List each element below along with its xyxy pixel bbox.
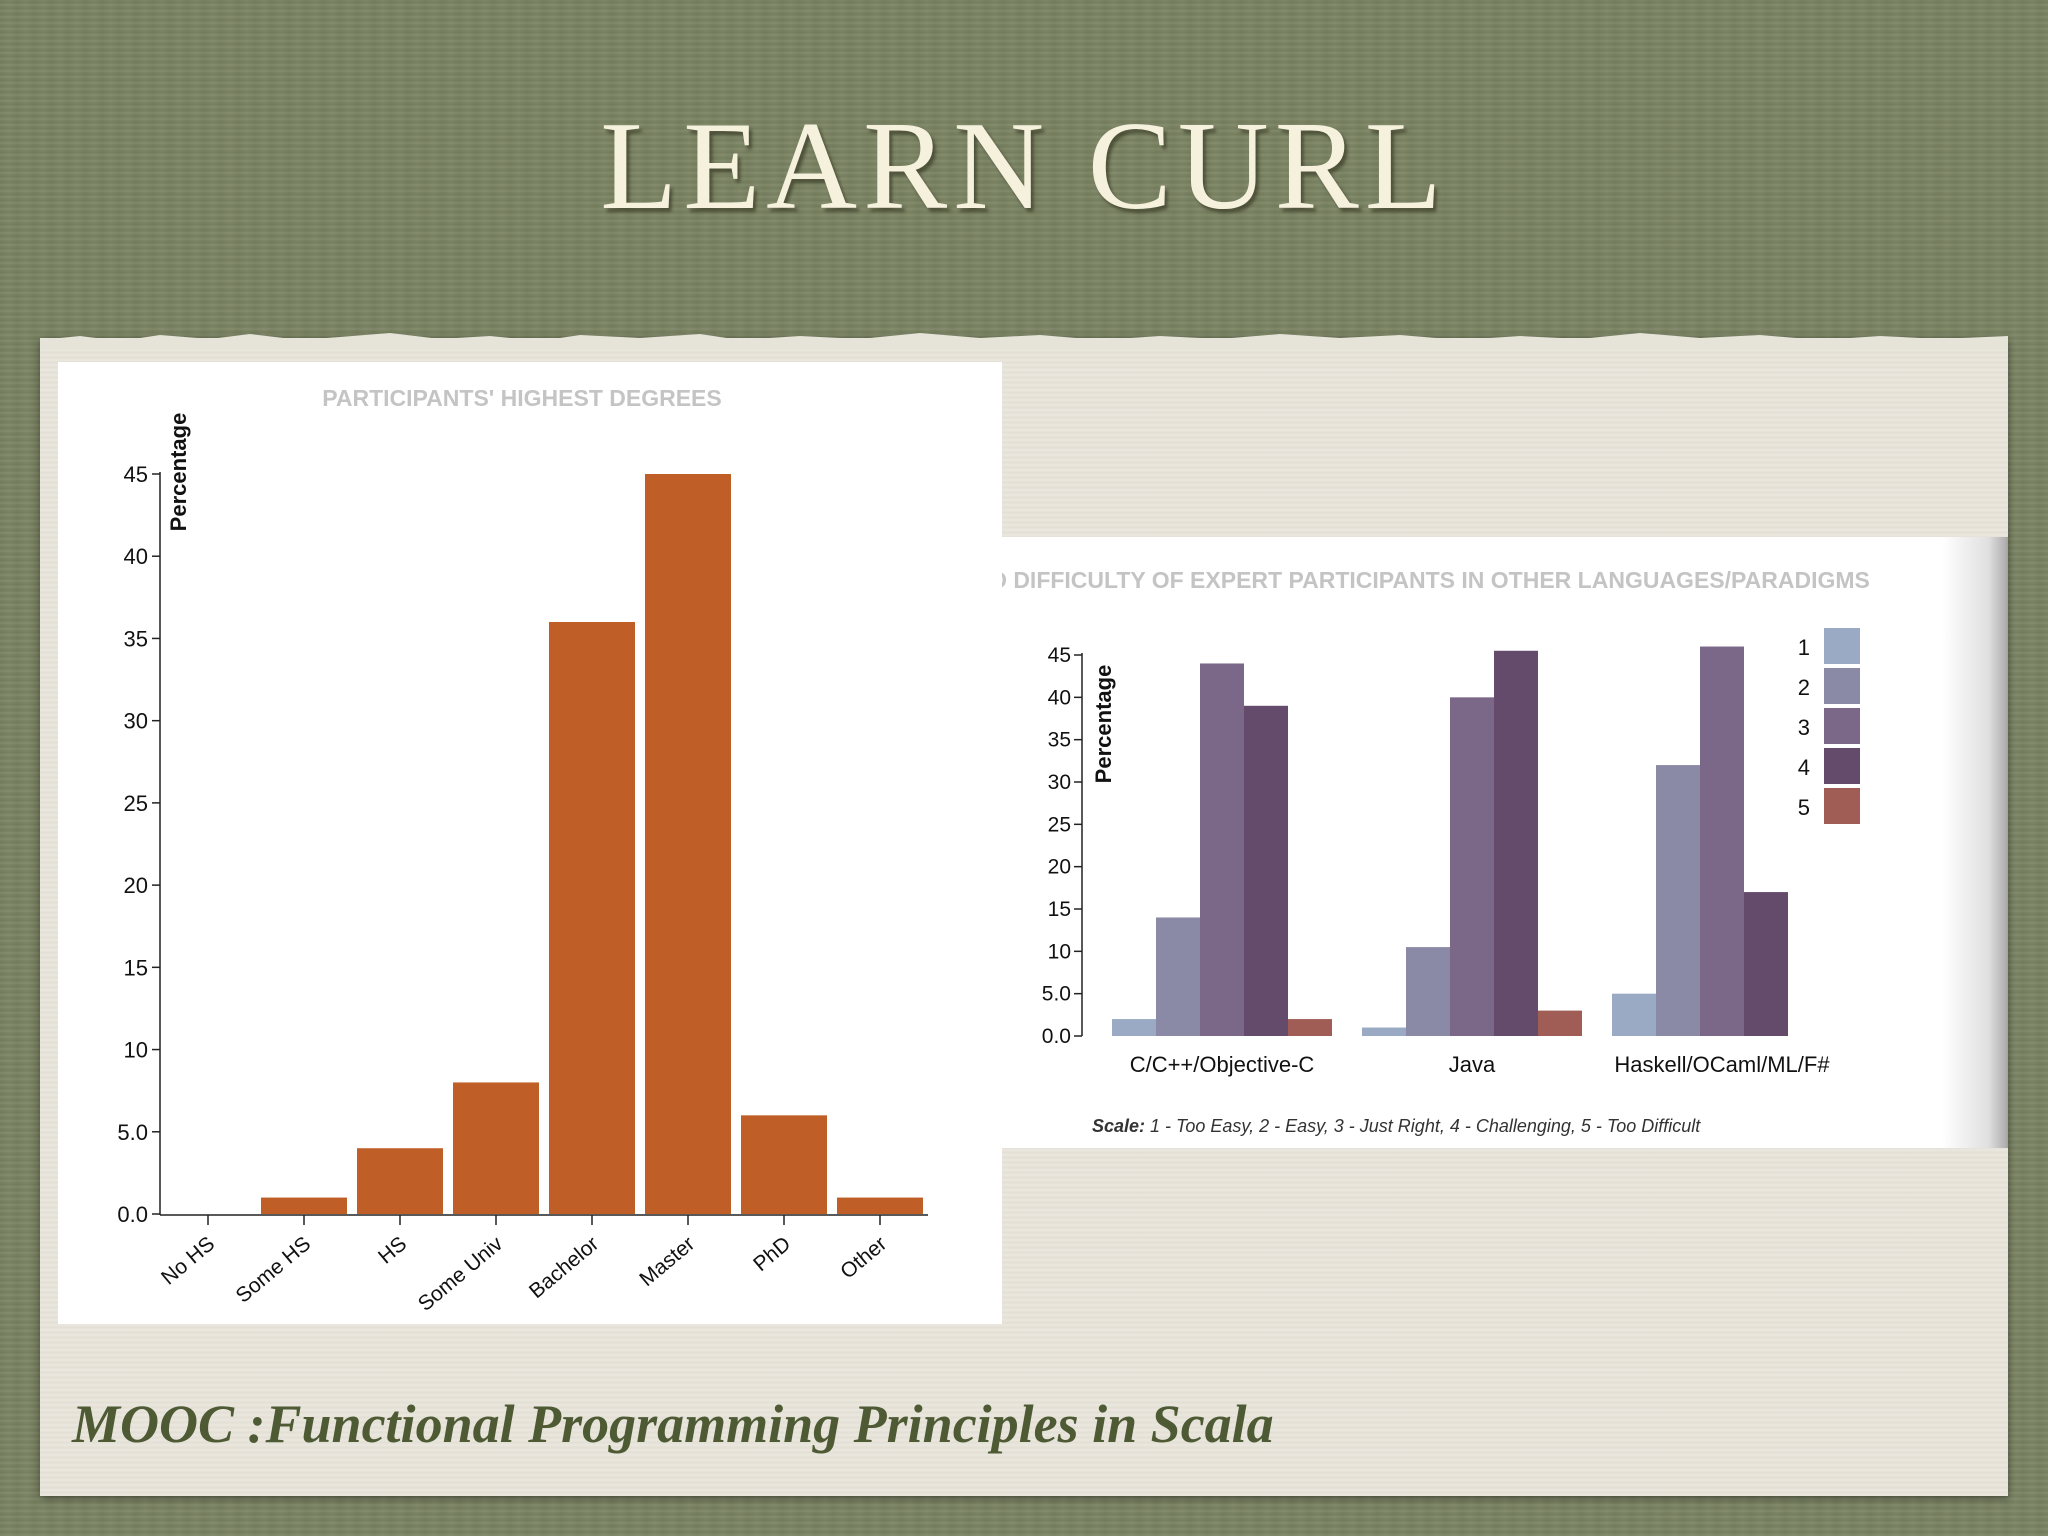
chart2-bar: [1112, 1019, 1156, 1036]
chart2-y-tick-label: 0.0: [1042, 1025, 1071, 1048]
chart2-legend-swatch: [1824, 708, 1860, 744]
chart1-x-tick-label: Bachelor: [525, 1232, 603, 1303]
scale-note-label: Scale:: [1092, 1116, 1145, 1136]
degrees-chart: PARTICIPANTS' HIGHEST DEGREES Percentage…: [117, 385, 928, 1316]
chart2-bar: [1156, 917, 1200, 1036]
chart2-y-tick-label: 15: [1048, 898, 1071, 921]
chart2-y-axis: 0.0 5.0 10 15 20 25 30 35 40 45: [1042, 644, 1083, 1048]
chart2-y-tick-label: 20: [1048, 856, 1071, 879]
chart2-bar: [1700, 646, 1744, 1036]
chart2-bar: [1244, 705, 1288, 1036]
chart1-y-axis: 0.0 5.0 10 15 20 25 30 35 40 45: [117, 462, 161, 1227]
chart2-legend-label: 3: [1798, 715, 1810, 740]
chart1-bar: [261, 1197, 347, 1214]
chart2-bar: [1200, 663, 1244, 1036]
scale-note-text: 1 - Too Easy, 2 - Easy, 3 - Just Right, …: [1145, 1116, 1701, 1136]
chart2-legend-label: 1: [1798, 635, 1810, 660]
chart1-bar: [357, 1148, 443, 1214]
chart1-bar: [549, 622, 635, 1214]
chart1-x-tick-label: Some Univ: [414, 1232, 508, 1316]
difficulty-chart: PERCEIVED DIFFICULTY OF EXPERT PARTICIPA…: [874, 567, 1870, 1136]
chart1-ylabel: Percentage: [166, 413, 191, 532]
chart1-bar: [741, 1115, 827, 1214]
chart2-y-tick-label: 30: [1048, 771, 1071, 794]
chart2-x-axis: C/C++/Objective-C Java Haskell/OCaml/ML/F#: [1130, 1052, 1831, 1077]
difficulty-chart-panel: PERCEIVED DIFFICULTY OF EXPERT PARTICIPA…: [874, 537, 2006, 1148]
slide-caption: MOOC :Functional Programming Principles …: [72, 1394, 1274, 1454]
chart1-x-tick-label: PhD: [749, 1232, 795, 1276]
chart2-legend: 1 2 3 4 5: [1798, 628, 1860, 824]
chart2-legend-swatch: [1824, 628, 1860, 664]
chart2-legend-label: 4: [1798, 755, 1810, 780]
chart2-legend-swatch: [1824, 748, 1860, 784]
chart2-legend-swatch: [1824, 668, 1860, 704]
chart1-bar: [645, 474, 731, 1214]
chart1-bar: [837, 1197, 923, 1214]
chart1-title: PARTICIPANTS' HIGHEST DEGREES: [322, 385, 722, 411]
chart1-y-tick-label: 0.0: [117, 1202, 148, 1227]
chart1-x-axis: No HS Some HS HS Some Univ Bachelor Master PhD…: [157, 1214, 928, 1316]
chart1-bar: [453, 1082, 539, 1214]
chart1-x-tick-label: HS: [374, 1232, 411, 1268]
chart1-y-tick-label: 40: [124, 544, 148, 569]
paper-torn-edge: [40, 333, 2008, 350]
chart2-y-tick-label: 10: [1048, 940, 1071, 963]
chart1-y-tick-label: 25: [124, 791, 148, 816]
chart2-bar: [1362, 1027, 1406, 1036]
chart1-y-tick-label: 15: [124, 955, 148, 980]
chart2-ylabel: Percentage: [1091, 665, 1116, 784]
chart2-y-tick-label: 25: [1048, 813, 1071, 836]
chart2-bar: [1744, 892, 1788, 1036]
chart1-y-tick-label: 35: [124, 626, 148, 651]
chart2-bar: [1612, 993, 1656, 1036]
chart2-x-tick-label: Java: [1449, 1052, 1496, 1077]
chart2-bar: [1406, 947, 1450, 1036]
chart2-y-tick-label: 35: [1048, 729, 1071, 752]
degrees-chart-panel: PARTICIPANTS' HIGHEST DEGREES Percentage…: [58, 362, 1002, 1324]
chart2-title: PERCEIVED DIFFICULTY OF EXPERT PARTICIPA…: [1002, 567, 1870, 593]
panel-shadow: [1942, 537, 2008, 1148]
chart1-x-tick-label: Other: [836, 1232, 891, 1283]
chart2-bar: [1656, 765, 1700, 1036]
chart2-legend-label: 5: [1798, 795, 1810, 820]
chart2-x-tick-label: Haskell/OCaml/ML/F#: [1614, 1052, 1830, 1077]
chart2-y-tick-label: 40: [1048, 686, 1071, 709]
chart2-bars: [1112, 646, 1788, 1036]
chart1-y-tick-label: 5.0: [117, 1120, 148, 1145]
chart2-y-tick-label: 45: [1048, 644, 1071, 667]
chart2-bar: [1450, 697, 1494, 1036]
chart2-bar: [1538, 1010, 1582, 1036]
chart1-y-tick-label: 20: [124, 873, 148, 898]
chart2-bar: [1494, 650, 1538, 1036]
chart2-y-tick-label: 5.0: [1042, 983, 1071, 1006]
chart1-x-tick-label: No HS: [157, 1232, 219, 1289]
chart1-y-tick-label: 10: [124, 1038, 148, 1063]
slide-title: LEARN CURL: [600, 97, 1448, 236]
chart1-x-tick-label: Some HS: [232, 1232, 316, 1307]
chart2-scale-note: Scale: 1 - Too Easy, 2 - Easy, 3 - Just …: [1092, 1116, 1701, 1136]
chart2-legend-swatch: [1824, 788, 1860, 824]
chart1-y-tick-label: 30: [124, 709, 148, 734]
chart1-y-tick-label: 45: [124, 462, 148, 487]
chart1-x-tick-label: Master: [635, 1232, 699, 1291]
chart2-legend-label: 2: [1798, 675, 1810, 700]
chart2-bar: [1288, 1019, 1332, 1036]
chart2-x-tick-label: C/C++/Objective-C: [1130, 1052, 1315, 1077]
chart1-bars: [261, 474, 923, 1214]
